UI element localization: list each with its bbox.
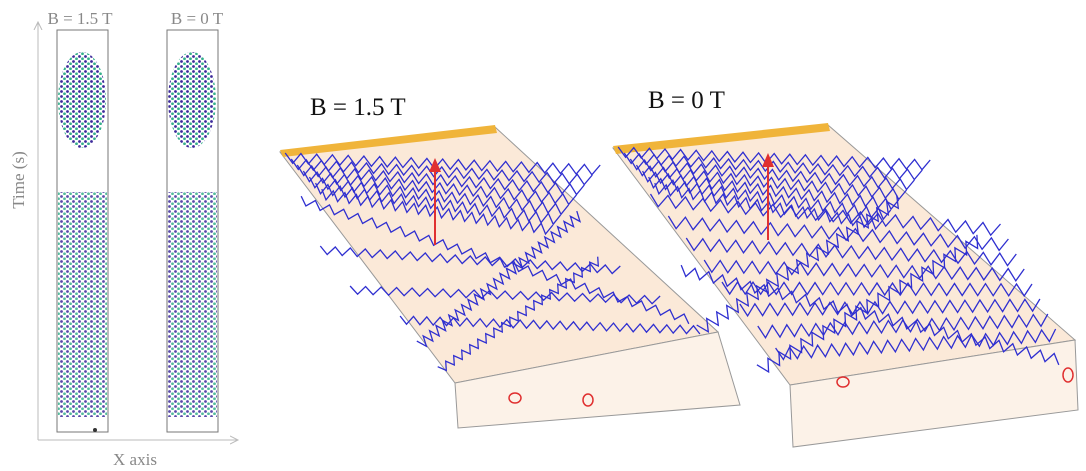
column-label: B = 1.5 T — [47, 9, 113, 28]
slab-label: B = 1.5 T — [310, 94, 406, 121]
slab-label: B = 0 T — [648, 87, 725, 114]
y-axis-label: Time (s) — [9, 151, 28, 208]
x-axis-label: X axis — [113, 450, 157, 469]
page: B = 1.5 T B = 0 T Time (s) X axis B = 1.… — [0, 0, 1086, 471]
trajectory-columns — [57, 30, 218, 432]
column-label: B = 0 T — [171, 9, 224, 28]
figure: B = 1.5 T B = 0 T Time (s) X axis B = 1.… — [0, 0, 1086, 471]
